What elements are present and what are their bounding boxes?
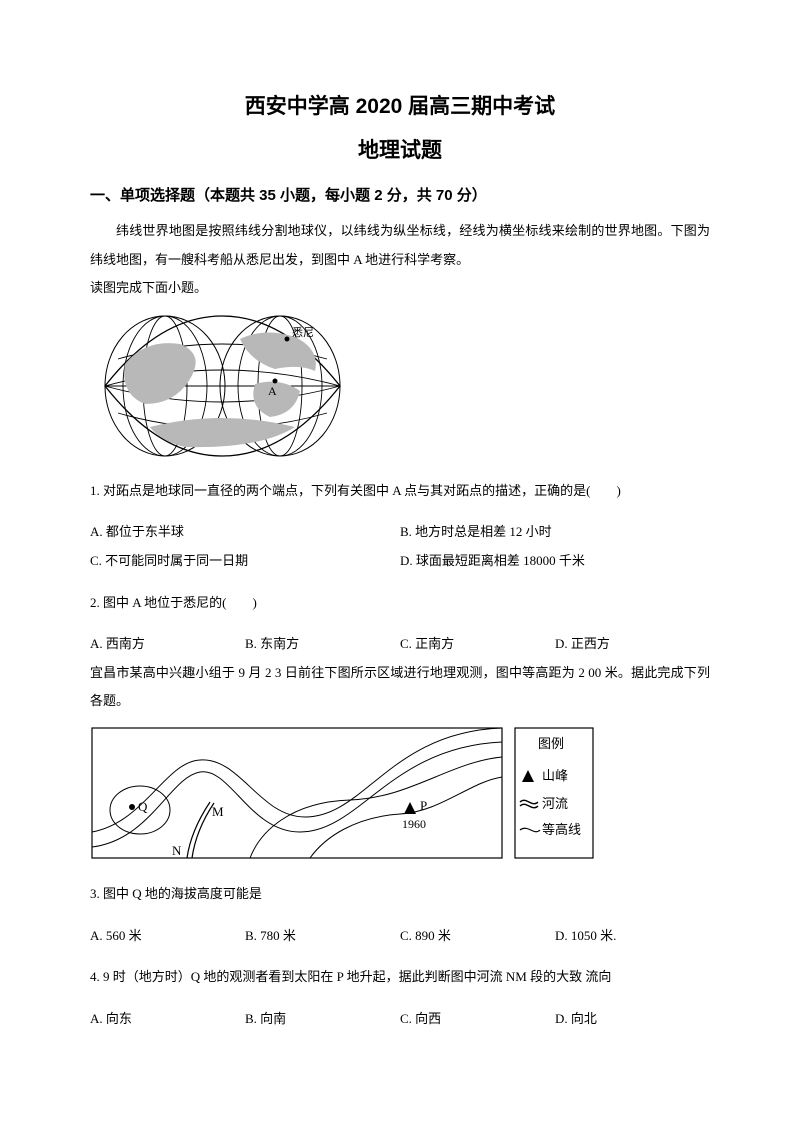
map-label-a: A xyxy=(268,384,277,398)
legend-title: 图例 xyxy=(538,736,564,751)
contour-label-p: P xyxy=(420,798,427,813)
legend-contour: 等高线 xyxy=(542,822,581,837)
q1-options-row2: C. 不可能同时属于同一日期 D. 球面最短距离相差 18000 千米 xyxy=(90,547,710,576)
contour-label-n: N xyxy=(172,843,182,858)
contour-map-svg: Q M N P 1960 图例 山峰 河流 等高线 xyxy=(90,722,595,867)
q3-option-b[interactable]: B. 780 米 xyxy=(245,922,400,951)
q1-option-d[interactable]: D. 球面最短距离相差 18000 千米 xyxy=(400,547,710,576)
q3-option-d[interactable]: D. 1050 米. xyxy=(555,922,710,951)
figure-2-contour-map: Q M N P 1960 图例 山峰 河流 等高线 xyxy=(90,722,710,867)
q4-options: A. 向东 B. 向南 C. 向西 D. 向北 xyxy=(90,1005,710,1034)
q4-option-b[interactable]: B. 向南 xyxy=(245,1005,400,1034)
passage-1-line-1: 纬线世界地图是按照纬线分割地球仪，以纬线为纵坐标线，经线为横坐标线来绘制的世界地… xyxy=(90,217,710,274)
exam-title-line1: 西安中学高 2020 届高三期中考试 xyxy=(90,90,710,120)
legend-peak: 山峰 xyxy=(542,768,568,783)
q2-options: A. 西南方 B. 东南方 C. 正南方 D. 正西方 xyxy=(90,630,710,659)
q4-option-a[interactable]: A. 向东 xyxy=(90,1005,245,1034)
q1-option-c[interactable]: C. 不可能同时属于同一日期 xyxy=(90,547,400,576)
exam-page: 西安中学高 2020 届高三期中考试 地理试题 一、单项选择题（本题共 35 小… xyxy=(0,0,800,1132)
q3-option-c[interactable]: C. 890 米 xyxy=(400,922,555,951)
q1-option-b[interactable]: B. 地方时总是相差 12 小时 xyxy=(400,518,710,547)
q1-option-a[interactable]: A. 都位于东半球 xyxy=(90,518,400,547)
world-map-svg: 悉尼 A xyxy=(90,309,355,464)
q4-option-d[interactable]: D. 向北 xyxy=(555,1005,710,1034)
q2-option-b[interactable]: B. 东南方 xyxy=(245,630,400,659)
q3-option-a[interactable]: A. 560 米 xyxy=(90,922,245,951)
map-label-sydney: 悉尼 xyxy=(292,326,314,339)
q2-option-a[interactable]: A. 西南方 xyxy=(90,630,245,659)
q1-options-row1: A. 都位于东半球 B. 地方时总是相差 12 小时 xyxy=(90,518,710,547)
q3-options: A. 560 米 B. 780 米 C. 890 米 D. 1050 米. xyxy=(90,922,710,951)
q3-stem: 3. 图中 Q 地的海拔高度可能是 xyxy=(90,880,710,909)
passage-2-line-1: 宜昌市某高中兴趣小组于 9 月 2 3 日前往下图所示区域进行地理观测，图中等高… xyxy=(90,659,710,716)
figure-1-world-map: 悉尼 A xyxy=(90,309,710,464)
section-1-heading: 一、单项选择题（本题共 35 小题，每小题 2 分，共 70 分） xyxy=(90,184,710,205)
q1-stem: 1. 对跖点是地球同一直径的两个端点，下列有关图中 A 点与其对跖点的描述，正确… xyxy=(90,477,710,506)
legend-river: 河流 xyxy=(542,796,568,811)
q2-option-d[interactable]: D. 正西方 xyxy=(555,630,710,659)
q4-option-c[interactable]: C. 向西 xyxy=(400,1005,555,1034)
q2-stem: 2. 图中 A 地位于悉尼的( ) xyxy=(90,589,710,618)
passage-1-line-2: 读图完成下面小题。 xyxy=(90,274,710,303)
q4-stem: 4. 9 时（地方时）Q 地的观测者看到太阳在 P 地升起，据此判断图中河流 N… xyxy=(90,963,710,992)
q2-option-c[interactable]: C. 正南方 xyxy=(400,630,555,659)
exam-title-line2: 地理试题 xyxy=(90,134,710,164)
contour-label-p-elev: 1960 xyxy=(402,817,426,831)
contour-label-q: Q xyxy=(138,799,148,814)
contour-label-m: M xyxy=(212,804,224,819)
